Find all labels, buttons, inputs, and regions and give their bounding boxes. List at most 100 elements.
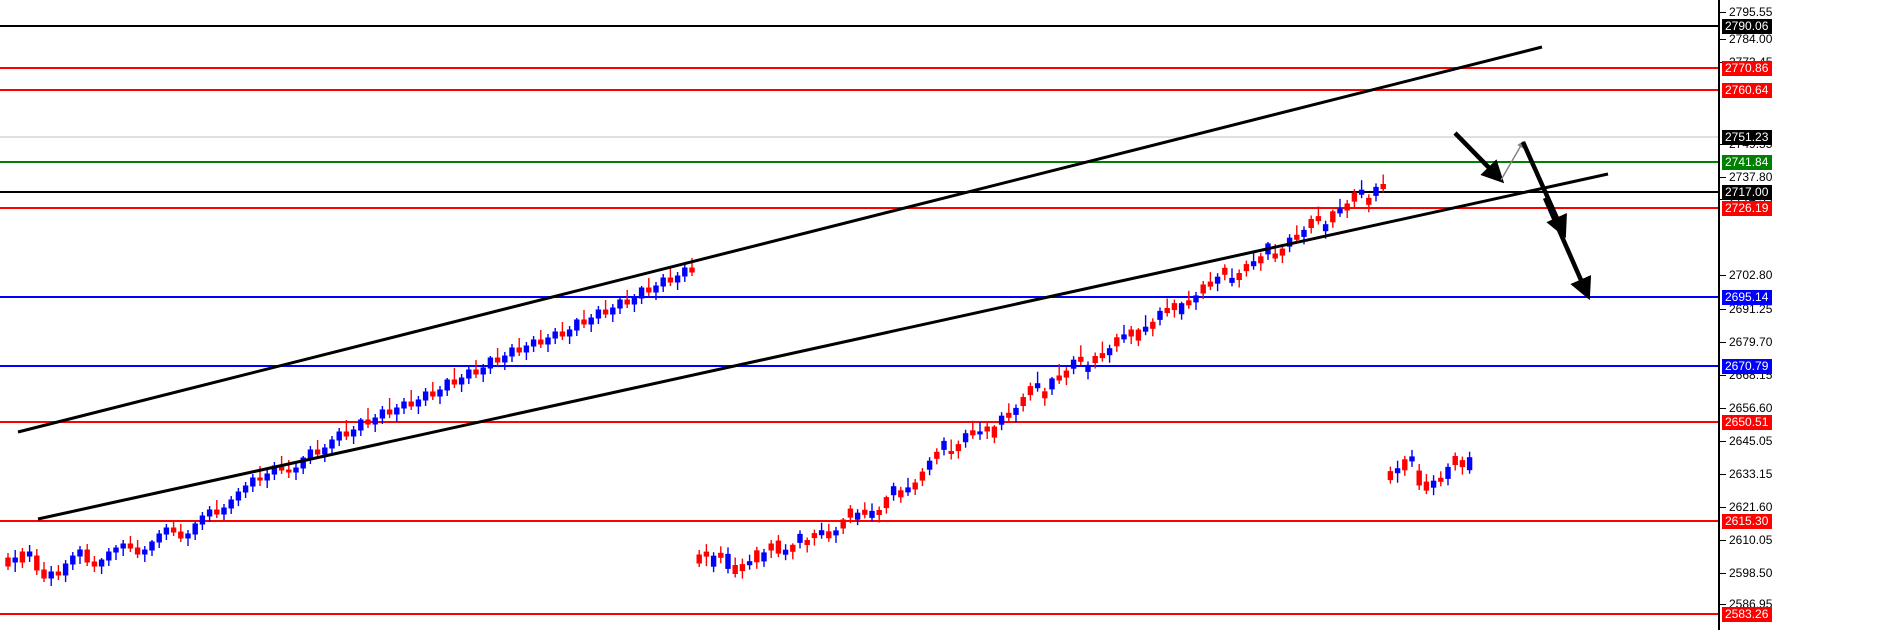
axis-tick-2610.05: 2610.05: [1720, 533, 1772, 547]
candle-body: [581, 319, 587, 325]
price-badge-2650.51[interactable]: 2650.51: [1722, 415, 1773, 430]
price-badge-2726.19[interactable]: 2726.19: [1722, 201, 1773, 216]
candle-body: [718, 552, 724, 558]
candle-body: [170, 527, 177, 533]
candle-body: [1279, 248, 1286, 256]
candle-body: [1128, 329, 1134, 337]
candle-body: [487, 357, 494, 369]
candle-body: [797, 533, 803, 543]
down-arrow-2[interactable]: [1520, 141, 1567, 239]
candle-body: [1070, 359, 1077, 369]
candle-body: [228, 499, 234, 509]
candle-body: [386, 409, 393, 415]
candle-body: [343, 431, 350, 437]
candle-body: [1171, 303, 1178, 311]
price-badge-2583.26[interactable]: 2583.26: [1722, 607, 1773, 622]
candle-body: [1272, 253, 1278, 259]
candle-body: [293, 467, 299, 473]
candle-body: [1452, 456, 1458, 465]
candle-body: [1049, 378, 1055, 390]
candle-body: [732, 565, 738, 574]
price-chart-plot-area[interactable]: [0, 0, 1718, 630]
candle-body: [242, 485, 249, 493]
price-badge-2751.23[interactable]: 2751.23: [1722, 130, 1773, 145]
candle-body: [1207, 281, 1214, 287]
axis-tick-2784.00: 2784.00: [1720, 32, 1772, 46]
axis-tick-2691.25: 2691.25: [1720, 302, 1772, 316]
up-leg-1[interactable]: [1500, 140, 1524, 181]
candle-body: [674, 275, 681, 283]
candle-body: [350, 429, 357, 437]
lower-channel[interactable]: [37, 172, 1609, 521]
candle-body: [1164, 308, 1170, 313]
candle-body: [221, 507, 227, 515]
candle-body: [466, 369, 472, 379]
candle-body: [365, 419, 371, 425]
down-arrow-3[interactable]: [1542, 197, 1592, 301]
down-arrow-1[interactable]: [1453, 131, 1505, 184]
candle-body: [811, 533, 818, 539]
candle-body: [962, 433, 969, 443]
price-badge-2741.84[interactable]: 2741.84: [1722, 155, 1773, 170]
price-badge-2760.64[interactable]: 2760.64: [1722, 83, 1773, 98]
candle-body: [991, 426, 998, 438]
candle-body: [689, 267, 695, 273]
price-badge-2770.86[interactable]: 2770.86: [1722, 61, 1773, 76]
candle-body: [178, 531, 184, 539]
axis-tick-2795.55: 2795.55: [1720, 5, 1772, 19]
candle-body: [1092, 356, 1098, 363]
candle-body: [62, 563, 69, 576]
price-badge-2670.79[interactable]: 2670.79: [1722, 359, 1773, 374]
candle-body: [977, 431, 983, 435]
candle-body: [898, 490, 904, 498]
candle-body: [1200, 284, 1206, 294]
candle-body: [552, 331, 558, 339]
candle-body: [703, 551, 710, 557]
price-badge-2790.06[interactable]: 2790.06: [1722, 19, 1773, 34]
candle-body: [12, 557, 18, 563]
candle-body: [638, 287, 645, 299]
candle-body: [602, 309, 609, 315]
candle-body: [156, 533, 162, 543]
price-badge-2695.14[interactable]: 2695.14: [1722, 290, 1773, 305]
price-badge-2717.00[interactable]: 2717.00: [1722, 185, 1773, 200]
candle-body: [1142, 326, 1149, 332]
candle-body: [336, 431, 342, 441]
candle-body: [862, 509, 868, 515]
candle-body: [314, 449, 321, 455]
candle-body: [869, 510, 875, 518]
candle-body: [1337, 208, 1343, 214]
candle-body: [372, 417, 378, 425]
candle-body: [437, 389, 443, 397]
channel-trendlines: [17, 45, 1609, 521]
candle-body: [70, 555, 76, 565]
candle-body: [1301, 229, 1307, 237]
candle-body: [1315, 216, 1322, 222]
candle-body: [1330, 211, 1336, 223]
candle-body: [595, 309, 602, 319]
candle-body: [394, 407, 400, 415]
candle-body: [1373, 186, 1379, 196]
candle-body: [1358, 189, 1365, 195]
candle-body: [905, 487, 911, 493]
candle-body: [833, 530, 839, 536]
candle-body: [782, 549, 789, 555]
candle-body: [494, 357, 501, 363]
candle-body: [98, 559, 105, 567]
candle-body: [948, 451, 954, 454]
candle-body: [106, 551, 112, 561]
tick-dash-icon: [1720, 39, 1726, 41]
candle-body: [1193, 295, 1199, 303]
candle-body: [1308, 219, 1314, 228]
candle-body: [91, 561, 98, 567]
price-badge-2615.30[interactable]: 2615.30: [1722, 514, 1773, 529]
price-axis[interactable]: 2795.552784.002773.452749.552737.802714.…: [1718, 0, 1895, 630]
upper-channel[interactable]: [17, 45, 1543, 434]
candle-body: [185, 533, 191, 539]
candle-body: [26, 551, 33, 557]
tick-dash-icon: [1720, 375, 1726, 377]
candle-body: [1085, 364, 1091, 372]
candle-body: [1430, 480, 1437, 488]
candle-body: [847, 508, 854, 518]
candle-body: [523, 345, 530, 353]
